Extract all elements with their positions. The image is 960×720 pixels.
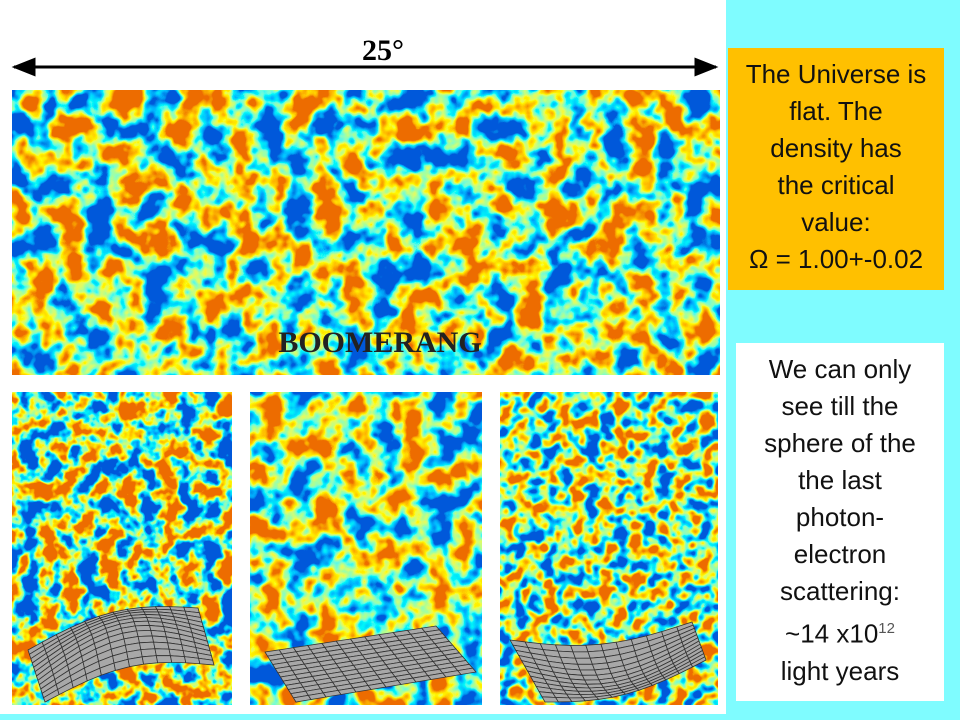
text-line: Ω = 1.00+-0.02	[748, 244, 924, 274]
distance: ~14 x1012	[736, 610, 944, 653]
text-line: sphere of the	[764, 428, 916, 458]
map-label: BOOMERANG	[278, 326, 481, 359]
label-backdrop	[340, 30, 412, 64]
mesh-cell	[572, 651, 591, 659]
text-line: We can only	[768, 354, 912, 384]
cmb-figure: 25° BOOMERANG	[11, 30, 720, 705]
mesh-cell	[570, 644, 589, 653]
cmb-map	[12, 90, 720, 375]
text-line: see till the	[781, 391, 899, 421]
mesh-cell	[153, 641, 170, 650]
mesh-cell	[136, 629, 153, 637]
mesh-cell	[574, 657, 593, 665]
text-line: value:	[801, 207, 871, 237]
mesh-cell	[141, 655, 159, 665]
mesh-cell	[579, 669, 598, 676]
text-line: the critical	[777, 170, 895, 200]
text-line: electron	[793, 539, 887, 569]
lines: We can only see till the sphere of the the …	[736, 351, 944, 610]
mesh-cell	[456, 667, 477, 675]
mesh-cell	[198, 657, 215, 666]
distance-base: ~14 x10	[785, 618, 879, 649]
text-line: density has	[770, 133, 902, 163]
text-line: the last	[798, 465, 882, 495]
text-line: photon-	[795, 502, 885, 532]
mesh-cell	[137, 635, 155, 644]
text-line: The Universe is	[745, 59, 927, 89]
angle-label: 25°	[362, 34, 404, 67]
text-line: scattering:	[780, 576, 900, 606]
mesh-cell	[154, 648, 171, 657]
meshes	[27, 606, 707, 703]
mesh-cell	[581, 674, 600, 681]
white-box: We can only see till the sphere of the the …	[736, 343, 944, 701]
mesh-cell	[690, 656, 707, 668]
orange-box: The Universe is flat. The density has the c…	[728, 48, 944, 290]
mesh-cell	[169, 655, 187, 664]
unit: light years	[780, 655, 900, 686]
mesh-cell	[577, 663, 596, 671]
mesh-cell	[155, 655, 173, 664]
text-line: flat. The	[789, 96, 883, 126]
distance-exponent: 12	[878, 620, 895, 637]
